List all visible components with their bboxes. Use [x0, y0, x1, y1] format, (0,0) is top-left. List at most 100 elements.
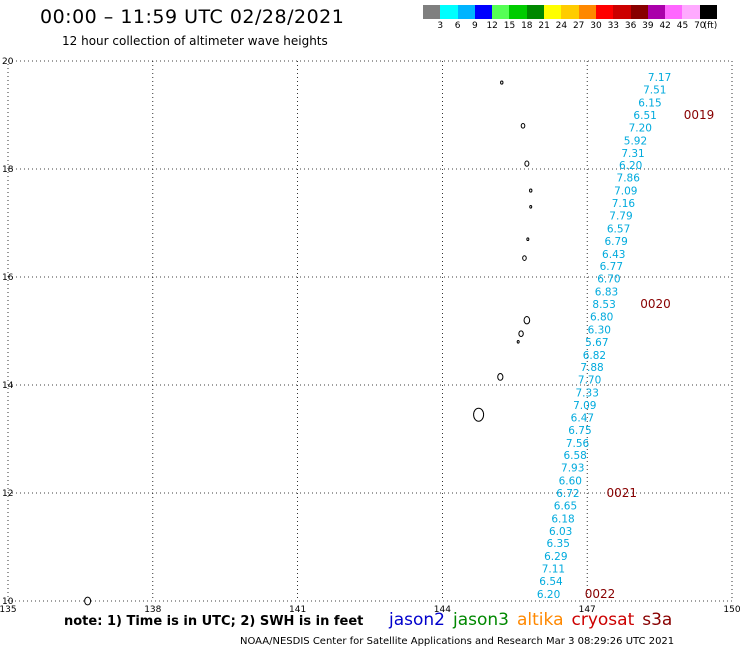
island-outline — [522, 255, 527, 261]
wave-height-value: 6.70 — [597, 274, 620, 286]
scale-label: 45 — [676, 21, 689, 31]
lat-tick-label: 10 — [2, 597, 14, 607]
wave-height-value: 6.15 — [638, 98, 661, 110]
footer-credit: NOAA/NESDIS Center for Satellite Applica… — [240, 636, 675, 647]
scale-swatch — [699, 5, 718, 19]
scale-swatch — [665, 5, 683, 19]
wave-height-value: 6.18 — [551, 513, 574, 525]
wave-height-value: 7.88 — [580, 362, 603, 374]
scale-swatch — [457, 5, 475, 19]
island-outline — [516, 340, 520, 344]
scale-swatch — [682, 5, 700, 19]
wave-height-value: 7.17 — [648, 72, 671, 84]
wave-height-value: 6.30 — [588, 324, 611, 336]
scale-label: 42 — [659, 21, 671, 31]
wave-height-value: 6.60 — [559, 476, 582, 488]
wave-height-value: 5.67 — [585, 337, 608, 349]
pass-label: 0022 — [585, 587, 616, 601]
lat-tick-label: 20 — [2, 57, 14, 67]
island-outline — [526, 237, 530, 241]
wave-height-value: 7.33 — [576, 388, 599, 400]
lat-tick-label: 14 — [2, 381, 14, 391]
wave-height-value: 6.20 — [619, 160, 642, 172]
wave-height-value: 6.43 — [602, 249, 625, 261]
island-outline — [529, 205, 533, 209]
wave-height-value: 7.20 — [629, 122, 652, 134]
island-outline — [473, 407, 485, 422]
wave-height-value: 6.03 — [549, 526, 572, 538]
satellite-s3a: s3a — [642, 610, 673, 630]
scale-swatch — [423, 5, 441, 19]
wave-height-value: 6.75 — [568, 425, 591, 437]
wave-height-value: 7.09 — [614, 186, 637, 198]
wave-height-value: 7.11 — [542, 564, 565, 576]
wave-height-value: 8.53 — [592, 299, 615, 311]
lon-tick-label: 144 — [434, 605, 451, 615]
island-outline — [84, 596, 92, 606]
scale-label: 36 — [624, 21, 637, 31]
scale-swatch — [440, 5, 458, 19]
wave-height-value: 7.86 — [617, 173, 641, 185]
scale-label: 21 — [538, 21, 550, 31]
color-scale-bar — [423, 5, 718, 19]
scale-label: 39 — [642, 21, 654, 31]
scale-label: 6 — [454, 21, 461, 31]
scale-label: 3 — [437, 21, 444, 31]
lat-tick-label: 16 — [2, 273, 14, 283]
wave-height-value: 6.83 — [595, 287, 618, 299]
lat-tick-label: 18 — [2, 165, 14, 175]
lon-tick-label: 150 — [723, 605, 740, 615]
wave-height-value: 6.80 — [590, 311, 613, 323]
wave-height-value: 6.47 — [571, 412, 594, 424]
island-outline — [523, 316, 531, 325]
wave-height-value: 7.93 — [561, 463, 584, 475]
island-outline — [500, 80, 504, 85]
scale-swatch — [544, 5, 562, 19]
scale-swatch — [492, 5, 510, 19]
lon-tick-label: 135 — [0, 605, 17, 615]
page-title: 00:00 – 11:59 UTC 02/28/2021 — [40, 6, 345, 28]
wave-height-value: 6.79 — [604, 236, 627, 248]
scale-label: 9 — [472, 21, 478, 31]
wave-height-value: 6.29 — [544, 551, 567, 563]
scale-swatch — [647, 5, 666, 19]
wave-height-value: 7.16 — [612, 198, 636, 210]
island-outline — [520, 122, 526, 129]
satellite-altika: altika — [517, 610, 564, 630]
satellite-jason2: jason2 — [389, 610, 445, 630]
scale-label: 27 — [572, 21, 585, 31]
scale-label: 70 — [694, 21, 706, 31]
wave-height-value: 6.54 — [539, 576, 563, 588]
wave-height-value: 7.51 — [643, 85, 666, 97]
scale-label: 24 — [555, 21, 568, 31]
wave-height-value: 6.35 — [547, 538, 570, 550]
lon-tick-label: 138 — [144, 605, 161, 615]
wave-height-value: 6.20 — [537, 589, 560, 601]
scale-label: 12 — [486, 21, 498, 31]
satellite-legend: jason2 jason3 altika cryosat s3a — [389, 610, 680, 630]
wave-height-value: 7.31 — [621, 148, 644, 160]
wave-height-value: 6.72 — [556, 488, 579, 500]
island-outline — [518, 330, 524, 338]
scale-swatch — [561, 5, 579, 19]
scale-swatch — [613, 5, 631, 19]
scale-swatch — [595, 5, 614, 19]
wave-height-value: 7.09 — [573, 400, 596, 412]
wave-height-value: 7.79 — [609, 210, 632, 222]
lon-tick-label: 141 — [289, 605, 306, 615]
pass-label: 0020 — [640, 297, 671, 311]
pass-label: 0021 — [607, 486, 638, 500]
scale-swatch — [526, 5, 545, 19]
scale-swatch — [630, 5, 648, 19]
wave-height-value: 6.65 — [554, 500, 577, 512]
lat-tick-label: 12 — [2, 489, 13, 499]
scale-label: 33 — [607, 21, 620, 31]
scale-swatch — [578, 5, 596, 19]
scale-swatch — [474, 5, 493, 19]
scale-label: 18 — [521, 21, 533, 31]
wave-height-value: 6.57 — [607, 223, 630, 235]
scale-label: 15 — [503, 21, 516, 31]
satellite-jason3: jason3 — [453, 610, 509, 630]
wave-height-value: 6.51 — [633, 110, 656, 122]
